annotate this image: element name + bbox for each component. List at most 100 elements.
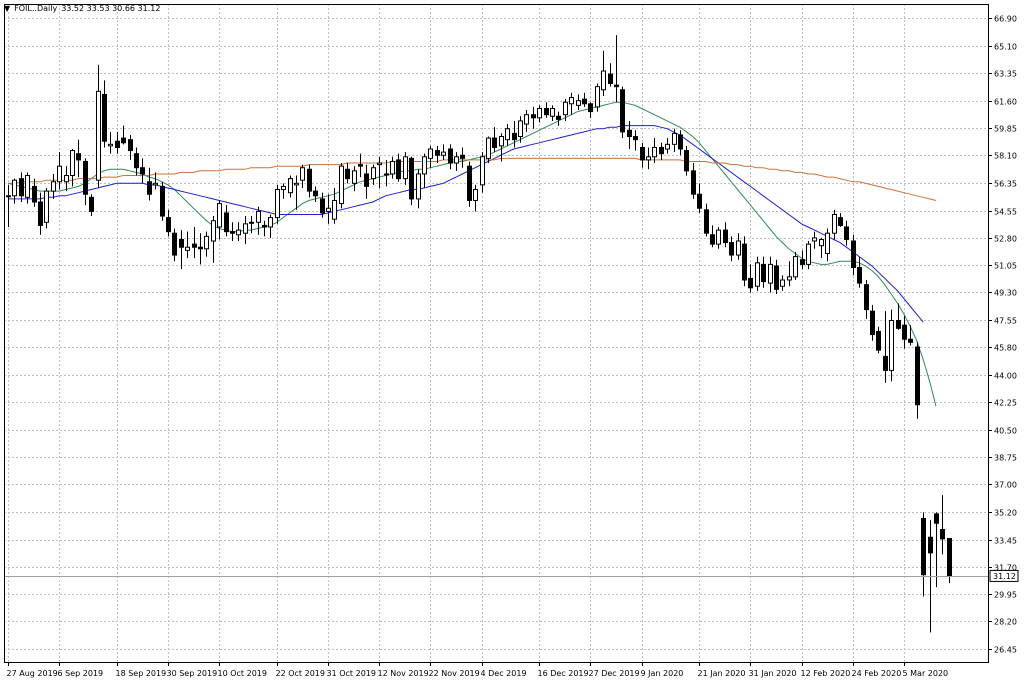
- candle-body: [70, 150, 75, 177]
- candle-body: [806, 243, 811, 265]
- grid-lines: [4, 4, 988, 662]
- candle-body: [716, 229, 721, 245]
- candle-body: [396, 159, 401, 180]
- x-tick-label: 5 Mar 2020: [903, 669, 949, 678]
- x-tick-label: 18 Sep 2019: [116, 669, 167, 678]
- y-tick-label: 33.45: [994, 537, 1017, 546]
- y-tick-label: 40.50: [994, 427, 1017, 436]
- candle-body: [467, 165, 472, 201]
- candle-body: [236, 229, 241, 236]
- candle-body: [492, 137, 497, 148]
- x-axis: 27 Aug 2019 6 Sep 2019 18 Sep 2019 30 Sep 2…: [7, 662, 949, 678]
- candle-body: [96, 90, 101, 181]
- candle-body: [537, 107, 542, 119]
- candle-body: [736, 240, 741, 256]
- candle-body: [857, 267, 862, 284]
- ohlc-values: 33.52 33.53 30.66 31.12: [61, 4, 161, 13]
- candle-body: [569, 97, 574, 105]
- candle-body: [179, 238, 184, 248]
- candle-body: [825, 232, 830, 254]
- y-tick-label: 59.85: [994, 125, 1017, 134]
- candle-body: [864, 284, 869, 311]
- chart-header: ▼ FOIL..Daily 33.52 33.53 30.66 31.12: [4, 4, 164, 13]
- candle-body: [614, 84, 619, 88]
- candle-body: [32, 185, 37, 203]
- candle-body: [12, 179, 17, 197]
- candle-body: [140, 167, 145, 175]
- candle-body: [460, 154, 465, 159]
- candle-body: [128, 139, 133, 152]
- candle-body: [876, 330, 881, 351]
- y-tick-label: 61.60: [994, 98, 1017, 107]
- last-price-marker: 31.12: [989, 569, 1019, 582]
- candle-body: [364, 173, 369, 187]
- candle-body: [768, 263, 773, 284]
- candle-body: [838, 217, 843, 226]
- y-tick-label: 58.10: [994, 152, 1017, 161]
- y-tick-label: 42.25: [994, 399, 1017, 408]
- candle-body: [166, 217, 171, 233]
- candle-body: [812, 237, 817, 242]
- candle-body: [416, 173, 421, 200]
- candle-body: [883, 355, 888, 371]
- candle-body: [633, 136, 638, 141]
- candle-body: [76, 153, 81, 161]
- candle-body: [185, 246, 190, 251]
- x-tick-label: 21 Jan 2020: [698, 669, 746, 678]
- x-tick-label: 16 Dec 2019: [538, 669, 589, 678]
- x-tick-label: 4 Dec 2019: [481, 669, 527, 678]
- candle-body: [345, 168, 350, 180]
- last-price-label: 31.12: [993, 572, 1016, 581]
- symbol-label: FOIL..Daily: [14, 4, 58, 13]
- candle-body: [947, 538, 952, 577]
- candle-body: [390, 160, 395, 175]
- x-tick-label: 22 Oct 2019: [276, 669, 325, 678]
- candle-body: [544, 107, 549, 116]
- y-tick-label: 29.95: [994, 591, 1017, 600]
- candle-body: [774, 265, 779, 290]
- x-tick-label: 27 Aug 2019: [7, 669, 58, 678]
- candle-body: [211, 220, 216, 242]
- candle-body: [652, 146, 657, 158]
- candle-body: [499, 136, 504, 147]
- candle-body: [44, 190, 49, 223]
- candle-body: [204, 235, 209, 250]
- y-tick-label: 51.05: [994, 262, 1017, 271]
- candle-body: [870, 310, 875, 336]
- candle-body: [83, 160, 88, 195]
- candle-body: [550, 107, 555, 117]
- candle-body: [134, 153, 139, 169]
- x-tick-label: 27 Dec 2019: [589, 669, 640, 678]
- candle-body: [934, 513, 939, 524]
- candle-body: [659, 146, 664, 155]
- candle-body: [243, 223, 248, 234]
- candle-body: [793, 256, 798, 278]
- candle-body: [761, 263, 766, 283]
- candle-body: [422, 156, 427, 175]
- candle-body: [320, 198, 325, 214]
- candle-body: [601, 70, 606, 91]
- candle-body: [371, 167, 376, 180]
- candle-body: [505, 128, 510, 141]
- candle-body: [313, 190, 318, 197]
- candle-body: [89, 196, 94, 212]
- dropdown-triangle-icon[interactable]: ▼: [4, 4, 11, 13]
- y-tick-label: 38.75: [994, 454, 1017, 463]
- candle-body: [377, 162, 382, 166]
- candle-body: [172, 232, 177, 256]
- candle-body: [339, 165, 344, 205]
- candle-body: [819, 238, 824, 247]
- candle-body: [275, 189, 280, 219]
- candle-body: [556, 115, 561, 120]
- candle-body: [108, 143, 113, 147]
- candle-body: [121, 137, 126, 144]
- candle-body: [19, 178, 24, 197]
- x-tick-label: 12 Nov 2019: [378, 669, 429, 678]
- candle-body: [704, 209, 709, 234]
- y-tick-label: 49.30: [994, 289, 1017, 298]
- candle-body: [697, 193, 702, 209]
- candle-body: [307, 168, 312, 192]
